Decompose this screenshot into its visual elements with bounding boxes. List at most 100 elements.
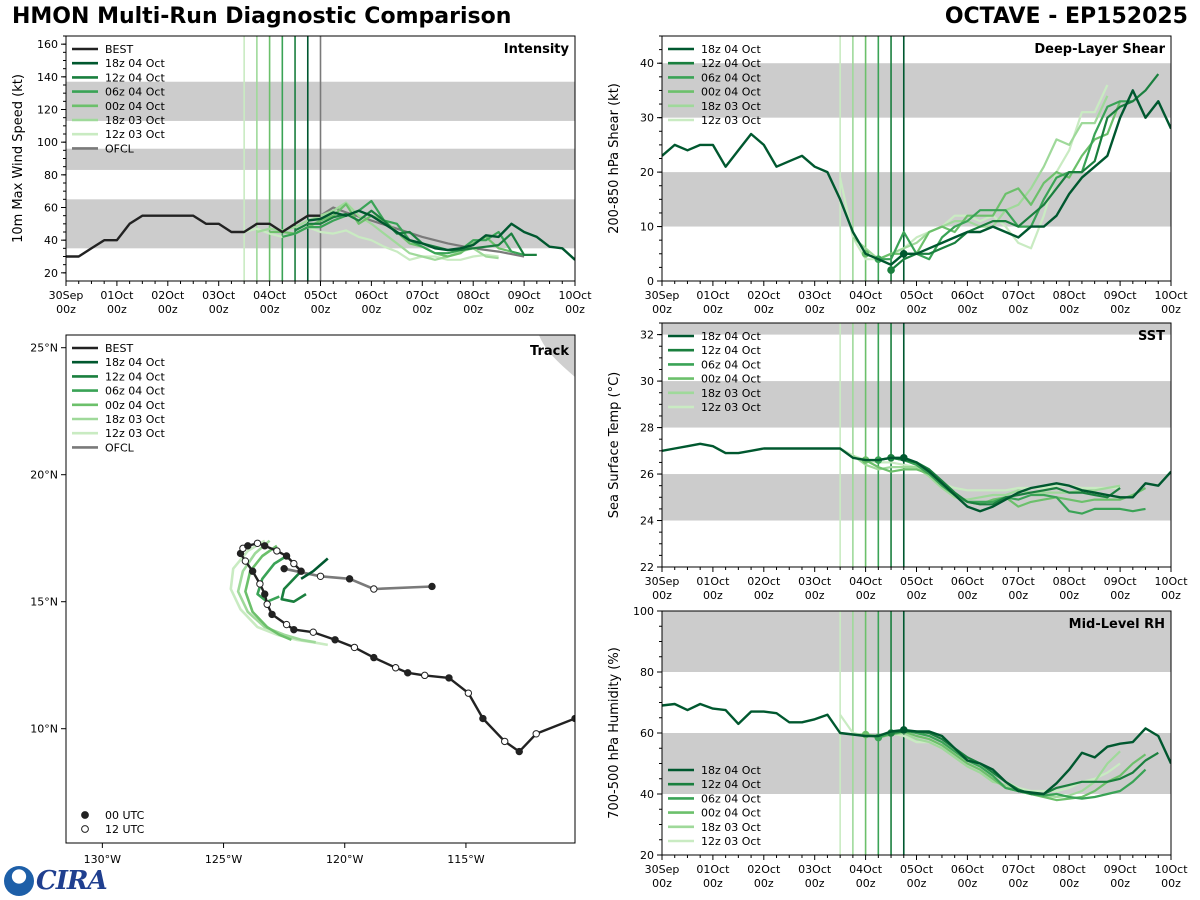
sst-series-line xyxy=(852,454,1121,501)
sst-xtick-label: 02Oct xyxy=(747,575,781,588)
cira-logo: CIRA xyxy=(36,866,108,896)
rh-xtick-label: 04Oct xyxy=(849,863,883,876)
track-legend-label: 18z 03 Oct xyxy=(105,413,165,426)
intensity-xtick-label: 05Oct xyxy=(304,289,338,302)
intensity-xtick-label: 00z xyxy=(311,303,331,316)
shear-xtick-label: 05Oct xyxy=(900,289,934,302)
intensity-xtick-label: 09Oct xyxy=(508,289,542,302)
shear-ytick-label: 0 xyxy=(647,275,654,288)
sst-xtick-label: 07Oct xyxy=(1002,575,1036,588)
shear-ytick-label: 40 xyxy=(640,57,654,70)
rh-xtick-label: 00z xyxy=(652,877,672,890)
sst-xtick-label: 01Oct xyxy=(696,575,730,588)
track-frame xyxy=(65,334,576,844)
intensity-xtick-label: 00z xyxy=(463,303,483,316)
sst-legend-label: 18z 03 Oct xyxy=(701,387,761,400)
track-marker-12utc xyxy=(273,547,281,555)
intensity-xtick-label: 00z xyxy=(209,303,229,316)
rh-xtick-label: 03Oct xyxy=(798,863,832,876)
intensity-ytick-label: 80 xyxy=(44,169,58,182)
track-marker-00utc xyxy=(479,714,487,723)
track-marker-12utc xyxy=(256,580,264,588)
intensity-legend-label: 00z 04 Oct xyxy=(105,100,165,113)
intensity-legend-label: 12z 04 Oct xyxy=(105,71,165,84)
sst-xtick-label: 00z xyxy=(958,589,978,602)
shear-series-line xyxy=(662,89,1171,266)
rh-legend-label: 18z 04 Oct xyxy=(701,764,761,777)
sst-xtick-label: 00z xyxy=(1110,589,1130,602)
sst-ytick-label: 30 xyxy=(640,375,654,388)
rh-xtick-label: 00z xyxy=(754,877,774,890)
track-legend-label: 06z 04 Oct xyxy=(105,385,165,398)
sst-xtick-label: 00z xyxy=(907,589,927,602)
track-legend-label: BEST xyxy=(105,342,133,355)
rh-chart: 2040608010030Sep00z01Oct00z02Oct00z03Oct… xyxy=(607,605,1188,890)
intensity-xtick-label: 08Oct xyxy=(457,289,491,302)
track-marker-12utc xyxy=(290,559,298,568)
track-legend-label: 00z 04 Oct xyxy=(105,399,165,412)
sst-xtick-label: 00z xyxy=(1008,589,1028,602)
track-marker-12utc xyxy=(282,620,291,629)
intensity-ylabel: 10m Max Wind Speed (kt) xyxy=(11,74,26,243)
track-series-line xyxy=(283,567,433,591)
track-legend-label: 12z 04 Oct xyxy=(105,370,165,383)
shear-legend-label: 12z 04 Oct xyxy=(701,57,761,70)
rh-xtick-label: 00z xyxy=(1110,877,1130,890)
sst-legend-label: 12z 04 Oct xyxy=(701,344,761,357)
shear-xtick-label: 00z xyxy=(652,303,672,316)
shear-xtick-label: 00z xyxy=(1008,303,1028,316)
track-marker-12utc xyxy=(263,600,271,608)
sst-ytick-label: 24 xyxy=(640,515,654,528)
rh-xtick-label: 00z xyxy=(856,877,876,890)
sst-band xyxy=(662,474,1171,521)
shear-ylabel: 200-850 hPa Shear (kt) xyxy=(607,83,622,234)
track-marker-12utc xyxy=(350,643,359,652)
track-ytick-label: 25°N xyxy=(30,342,58,355)
intensity-series-line xyxy=(307,206,525,258)
track-legend-label: 18z 04 Oct xyxy=(105,356,165,369)
intensity-legend-label: BEST xyxy=(105,43,133,56)
sst-legend-label: 12z 03 Oct xyxy=(701,401,761,414)
intensity-legend-label: OFCL xyxy=(105,142,135,155)
sst-xtick-label: 09Oct xyxy=(1104,575,1138,588)
track-land-icon xyxy=(539,335,575,377)
track-panel-label: Track xyxy=(530,344,569,359)
rh-xtick-label: 00z xyxy=(1008,877,1028,890)
intensity-xtick-label: 01Oct xyxy=(100,289,134,302)
track-marker-00utc xyxy=(244,542,252,550)
rh-ytick-label: 60 xyxy=(640,727,654,740)
rh-ytick-label: 40 xyxy=(640,788,654,801)
sst-xtick-label: 04Oct xyxy=(849,575,883,588)
track-legend-label: 12z 03 Oct xyxy=(105,427,165,440)
shear-ytick-label: 30 xyxy=(640,112,654,125)
track-marker-00utc xyxy=(370,653,378,662)
shear-band xyxy=(662,63,1171,118)
sst-xtick-label: 00z xyxy=(703,589,723,602)
track-ytick-label: 10°N xyxy=(30,723,58,736)
shear-xtick-label: 00z xyxy=(754,303,774,316)
shear-legend-label: 06z 04 Oct xyxy=(701,71,761,84)
rh-xtick-label: 00z xyxy=(1059,877,1079,890)
sst-xtick-label: 00z xyxy=(1161,589,1181,602)
rh-xtick-label: 02Oct xyxy=(747,863,781,876)
track-ytick-label: 20°N xyxy=(30,469,58,482)
track-ytick-label: 15°N xyxy=(30,596,58,609)
sst-xtick-label: 00z xyxy=(805,589,825,602)
sst-series-line xyxy=(890,456,1121,506)
track-series-line xyxy=(244,544,292,641)
intensity-ytick-label: 20 xyxy=(44,267,58,280)
intensity-series-line xyxy=(256,201,499,261)
track-marker-12utc xyxy=(370,585,378,593)
sst-series-line xyxy=(878,456,1146,515)
track-series-line xyxy=(239,542,575,753)
logo: CIRA xyxy=(4,866,108,896)
rh-xtick-label: 00z xyxy=(703,877,723,890)
intensity-series-line xyxy=(307,209,575,261)
shear-legend-label: 18z 04 Oct xyxy=(701,43,761,56)
track-marker-00utc xyxy=(290,625,298,634)
sst-band xyxy=(662,381,1171,428)
rh-xtick-label: 00z xyxy=(907,877,927,890)
intensity-xtick-label: 00z xyxy=(514,303,534,316)
intensity-ytick-label: 160 xyxy=(37,38,58,51)
intensity-chart: 2040608010012014016030Sep00z01Oct00z02Oc… xyxy=(11,35,592,316)
